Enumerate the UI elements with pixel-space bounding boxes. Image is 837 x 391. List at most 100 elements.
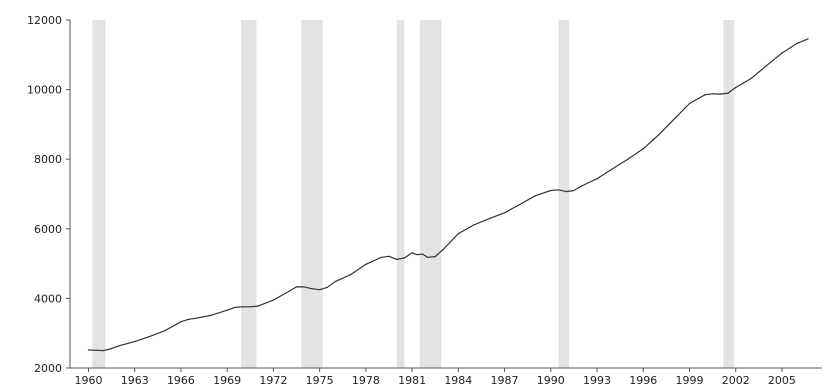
- data-point: [473, 224, 475, 226]
- shaded-period-1: [241, 20, 257, 368]
- data-point: [581, 185, 583, 187]
- data-point: [349, 274, 352, 276]
- x-tick-label: 1993: [583, 374, 611, 387]
- data-point: [164, 329, 167, 332]
- data-point: [658, 134, 660, 136]
- data-point: [388, 255, 390, 257]
- data-point: [118, 345, 120, 347]
- data-point: [149, 335, 151, 337]
- data-point: [226, 309, 228, 311]
- data-point: [673, 118, 675, 120]
- x-tick-label: 1978: [352, 374, 380, 387]
- data-point: [180, 321, 182, 323]
- data-point: [257, 305, 259, 307]
- x-tick-label: 1960: [74, 374, 102, 387]
- y-tick-label: 2000: [34, 362, 62, 375]
- data-point: [488, 218, 490, 220]
- data-point: [411, 252, 413, 254]
- data-point: [272, 299, 275, 301]
- data-point: [796, 42, 798, 44]
- data-series: [87, 38, 809, 352]
- y-tick-label: 10000: [27, 84, 62, 97]
- data-point: [249, 306, 251, 308]
- shaded-period-6: [723, 20, 735, 368]
- data-point: [422, 253, 424, 255]
- data-point: [719, 93, 721, 95]
- data-point: [442, 249, 444, 251]
- data-point: [95, 349, 97, 351]
- x-tick-label: 1990: [537, 374, 565, 387]
- data-point: [416, 253, 418, 256]
- data-point: [550, 189, 552, 192]
- data-point: [565, 190, 567, 193]
- x-tick-label: 1984: [444, 374, 472, 387]
- data-point: [519, 203, 521, 206]
- data-point: [503, 212, 506, 214]
- tick-labels: 2000 4000 6000 8000 10000 12000 1960 1963 1966 19…: [27, 14, 796, 387]
- data-point: [380, 256, 382, 258]
- data-point: [188, 318, 190, 320]
- x-tick-label: 2002: [722, 374, 750, 387]
- data-point: [457, 233, 459, 235]
- data-point: [711, 93, 714, 95]
- data-point: [765, 64, 768, 67]
- data-point: [241, 306, 244, 308]
- y-tick-label: 8000: [34, 153, 62, 166]
- data-point: [403, 257, 405, 259]
- data-point: [642, 148, 644, 150]
- recession-shading: [92, 20, 735, 368]
- data-point: [727, 92, 729, 94]
- shaded-period-4: [419, 20, 442, 368]
- y-tick-label: 6000: [34, 223, 62, 236]
- shaded-period-2: [301, 20, 323, 368]
- data-point: [234, 306, 236, 309]
- shaded-period-3: [396, 20, 405, 368]
- data-point: [627, 158, 629, 160]
- data-point: [365, 263, 367, 265]
- series-line-0: [88, 38, 809, 352]
- data-point: [396, 258, 398, 261]
- x-tick-label: 1963: [121, 374, 149, 387]
- data-point: [303, 286, 305, 288]
- data-point: [111, 347, 113, 350]
- x-tick-label: 2005: [768, 374, 796, 387]
- data-point: [326, 286, 328, 288]
- x-tick-label: 1966: [167, 374, 195, 387]
- x-tick-label: 1969: [213, 374, 241, 387]
- data-point: [426, 256, 429, 258]
- x-tick-label: 1972: [259, 374, 287, 387]
- data-point: [750, 77, 752, 80]
- data-point: [688, 102, 691, 105]
- shaded-period-0: [92, 20, 106, 368]
- data-point: [807, 38, 809, 40]
- data-point: [704, 94, 706, 96]
- x-tick-label: 1996: [629, 374, 657, 387]
- x-tick-label: 1981: [398, 374, 426, 387]
- data-point: [134, 340, 136, 343]
- data-point: [319, 289, 321, 291]
- data-point: [781, 52, 783, 54]
- data-point: [288, 290, 290, 293]
- data-point: [534, 195, 536, 197]
- x-tick-label: 1975: [306, 374, 334, 387]
- data-point: [557, 189, 560, 191]
- y-tick-label: 12000: [27, 14, 62, 27]
- data-point: [573, 189, 575, 192]
- data-point: [311, 288, 313, 290]
- shaded-period-5: [558, 20, 570, 368]
- data-point: [611, 168, 614, 170]
- data-point: [195, 317, 197, 319]
- data-point: [596, 178, 598, 180]
- data-point: [434, 256, 436, 258]
- data-point: [211, 314, 213, 316]
- x-tick-label: 1987: [491, 374, 519, 387]
- data-point: [735, 86, 737, 89]
- data-point: [295, 286, 298, 288]
- data-point: [103, 350, 105, 352]
- data-point: [87, 349, 90, 351]
- data-point: [334, 281, 336, 283]
- y-tick-label: 4000: [34, 292, 62, 305]
- axes: [66, 19, 822, 372]
- x-tick-label: 1999: [675, 374, 703, 387]
